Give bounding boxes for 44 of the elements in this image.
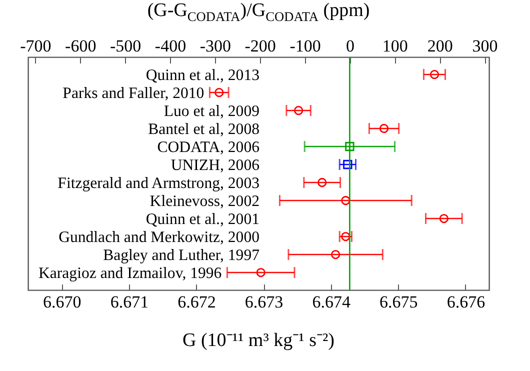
x2-tick-label: -100 [290,36,321,56]
point [256,268,266,278]
y-tick-label: Luo et al, 2009 [164,102,260,120]
x-tick-label: 6.676 [446,292,486,312]
point [345,142,354,152]
y-tick-label: Quinn et al., 2013 [146,66,260,84]
y-tick-label: Bantel et al, 2008 [148,120,260,138]
x2-tick-label: 0 [346,36,354,56]
y-tick-label: Quinn et al., 2001 [146,211,260,228]
y-tick-label: Karagioz and Izmailov, 1996 [38,265,222,282]
point [439,214,448,224]
x2-tick-label: -300 [200,36,231,56]
y-tick-label: Bagley and Luther, 1997 [103,247,260,264]
x-tick-label: 6.671 [110,292,149,312]
x-tick-label: 6.670 [43,292,82,312]
point [430,70,440,80]
x2-tick-label: 300 [472,36,498,56]
x-tick-label: 6.672 [178,292,216,312]
point [214,88,224,98]
x-tick-label: 6.675 [380,292,418,312]
x2-tick-label: 200 [427,36,453,56]
y-tick-label: UNIZH, 2006 [170,156,260,174]
x-tick-label: 6.674 [312,292,351,312]
point [341,196,350,206]
point [294,106,304,116]
x2-tick-label: -700 [20,36,52,56]
point [318,178,327,188]
point [330,250,340,260]
x-tick-label: 6.673 [244,292,284,312]
y-tick-label: Kleinevoss, 2002 [150,193,260,210]
point [343,160,352,170]
x2-tick-label: -500 [110,36,142,56]
x2-tick-label: -600 [65,36,96,56]
x-axis-title: G (10⁻¹¹ m³ kg⁻¹ s⁻²) [181,329,336,352]
x2-tick-label: -200 [244,36,276,56]
x2-tick-label: -400 [154,36,186,56]
x2-axis-title: (G-G$_{CODATA}$)/G$_{CODATA}$ (ppm) [146,0,371,25]
y-tick-label: Fitzgerald and Armstrong, 2003 [58,175,260,192]
y-tick-label: Gundlach and Merkowitz, 2000 [58,229,260,246]
y-tick-label: Parks and Faller, 2010 [62,84,204,102]
point [379,124,389,134]
x2-tick-label: 100 [382,36,408,56]
y-tick-label: CODATA, 2006 [157,138,260,156]
point [341,232,350,242]
